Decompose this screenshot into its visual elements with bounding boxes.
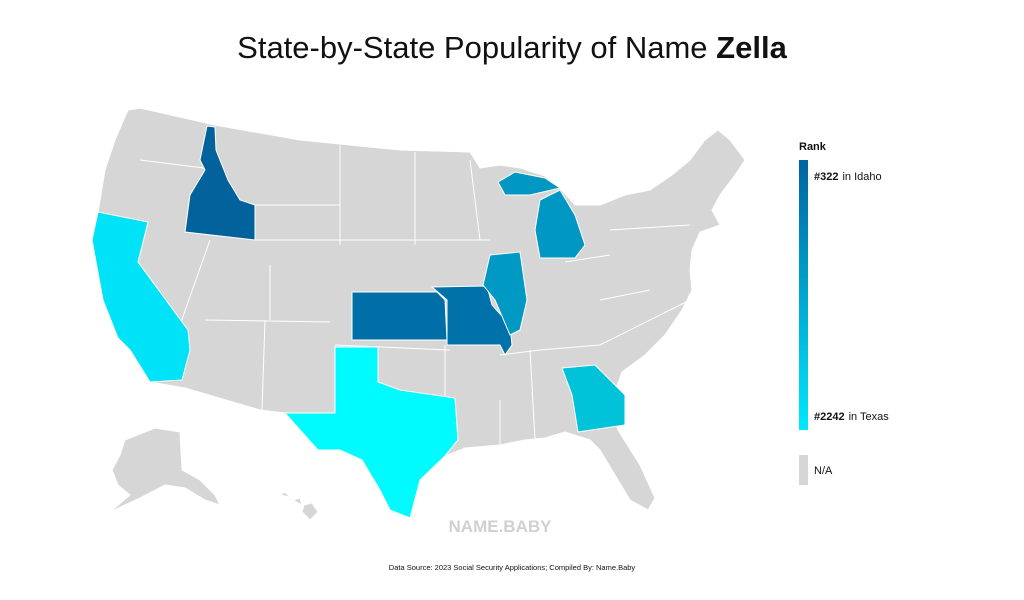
legend-top-label: in Idaho	[842, 171, 881, 183]
source: Data Source: 2023 Social Security Applic…	[389, 563, 636, 572]
state	[430, 285, 513, 356]
legend-bottom: #2242 in Texas	[814, 411, 889, 423]
legend-top-rank: #322	[814, 171, 838, 183]
legend-na-swatch	[799, 455, 808, 485]
title-text: State-by-State Popularity of Name	[237, 30, 708, 65]
alaska	[109, 427, 221, 513]
watermark: NAME.BABY	[449, 517, 553, 536]
state	[497, 171, 586, 259]
legend-na: N/A	[814, 465, 833, 477]
title-name: Zella	[716, 30, 787, 65]
state	[561, 364, 626, 433]
state	[184, 125, 256, 241]
state	[283, 346, 459, 519]
legend-bottom-label: in Texas	[849, 411, 890, 423]
hawaii	[278, 491, 319, 521]
legend-heading: Rank	[799, 141, 827, 153]
state	[351, 291, 448, 341]
state-borders	[139, 145, 691, 445]
legend-bottom-rank: #2242	[814, 411, 845, 423]
legend-gradient	[799, 160, 808, 430]
legend-top: #322 in Idaho	[814, 171, 882, 183]
state	[91, 211, 191, 383]
state	[482, 251, 528, 336]
title: State-by-State Popularity of Name Zella	[0, 30, 1024, 66]
